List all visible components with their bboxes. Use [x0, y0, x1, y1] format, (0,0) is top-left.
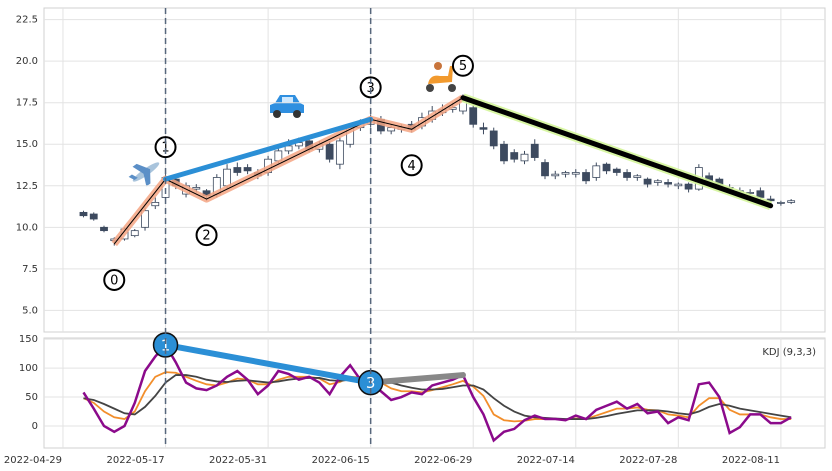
y-tick-label: 20.0	[16, 56, 38, 67]
candle-body	[151, 201, 160, 207]
candle-body	[776, 201, 785, 204]
kdj-line	[83, 374, 792, 420]
candle-body	[571, 172, 580, 175]
candle-body	[623, 172, 631, 178]
candle-body	[510, 152, 519, 160]
candle-body	[500, 143, 508, 162]
candle-body	[284, 145, 293, 152]
kdj-line	[82, 342, 792, 443]
plot-layer: 5.07.510.012.515.017.520.022.50123450501…	[4, 8, 825, 466]
candle-body	[684, 183, 693, 190]
candle-body	[592, 165, 601, 178]
wave-marker	[400, 154, 423, 177]
candle-body	[130, 230, 139, 237]
candle-body	[520, 153, 529, 162]
y-tick-label: 7.5	[22, 264, 38, 275]
plane-icon	[128, 162, 160, 187]
price-panel	[43, 7, 826, 333]
candle-body	[243, 167, 252, 172]
candle-body	[653, 180, 662, 183]
kdj-point-label: 1	[161, 336, 171, 354]
x-tick-label: 2022-08-11	[722, 455, 780, 466]
candle-body	[787, 200, 796, 203]
y-tick-label: 150	[19, 334, 38, 345]
candle-body	[541, 162, 549, 177]
wave-marker	[359, 76, 382, 99]
trend-line	[163, 116, 374, 182]
indicator-label: KDJ (9,3,3)	[762, 347, 816, 358]
wave-label: 2	[202, 229, 210, 244]
trend-line	[162, 341, 374, 386]
y-tick-label: 10.0	[16, 222, 38, 233]
candle-body	[674, 183, 683, 187]
candle-body	[612, 168, 621, 173]
candle-body	[89, 213, 98, 220]
candle-body	[79, 211, 88, 217]
candle-body	[335, 140, 344, 165]
trend-line	[460, 95, 774, 209]
x-tick-label: 2022-07-28	[619, 455, 677, 466]
y-tick-label: 0	[32, 421, 38, 432]
candle-body	[192, 187, 201, 190]
candle-body	[325, 143, 334, 160]
candle-body	[664, 182, 672, 185]
candle-body	[233, 167, 242, 173]
x-tick-label: 2022-06-15	[312, 455, 370, 466]
wave-marker	[103, 268, 126, 291]
wave-marker	[451, 54, 474, 77]
candle-body	[756, 190, 765, 198]
x-tick-label: 2022-06-29	[414, 455, 472, 466]
candle-body	[633, 175, 642, 178]
x-tick-label: 2022-04-29	[4, 455, 62, 466]
candle-body	[100, 226, 108, 232]
candle-body	[469, 107, 478, 125]
y-tick-label: 5.0	[22, 305, 38, 316]
wave-label: 0	[110, 273, 118, 288]
x-tick-label: 2022-05-17	[106, 455, 164, 466]
y-tick-label: 12.5	[16, 181, 38, 192]
candle-body	[479, 127, 488, 130]
wave-marker	[195, 224, 218, 247]
y-tick-label: 17.5	[16, 98, 38, 109]
candle-body	[561, 172, 570, 175]
kdj-panel	[43, 337, 826, 449]
candle-body	[551, 173, 560, 177]
candle-body	[489, 130, 498, 147]
candle-body	[223, 168, 231, 187]
candle-body	[141, 210, 149, 228]
y-tick-label: 100	[19, 363, 38, 374]
candle-body	[602, 163, 611, 172]
wave-line	[113, 97, 464, 245]
wave-label: 4	[408, 159, 416, 174]
y-tick-label: 22.5	[16, 15, 38, 26]
trend-line	[367, 372, 466, 386]
candle-body	[643, 178, 652, 185]
x-tick-label: 2022-05-31	[209, 455, 267, 466]
car-icon	[270, 95, 304, 118]
wave-label: 5	[459, 59, 467, 74]
candle-body	[582, 172, 590, 182]
scooter-icon	[426, 62, 456, 92]
candle-body	[530, 143, 539, 158]
wave-marker	[154, 136, 177, 159]
x-tick-label: 2022-07-14	[517, 455, 575, 466]
y-tick-label: 15.0	[16, 139, 38, 150]
y-tick-label: 50	[25, 392, 38, 403]
